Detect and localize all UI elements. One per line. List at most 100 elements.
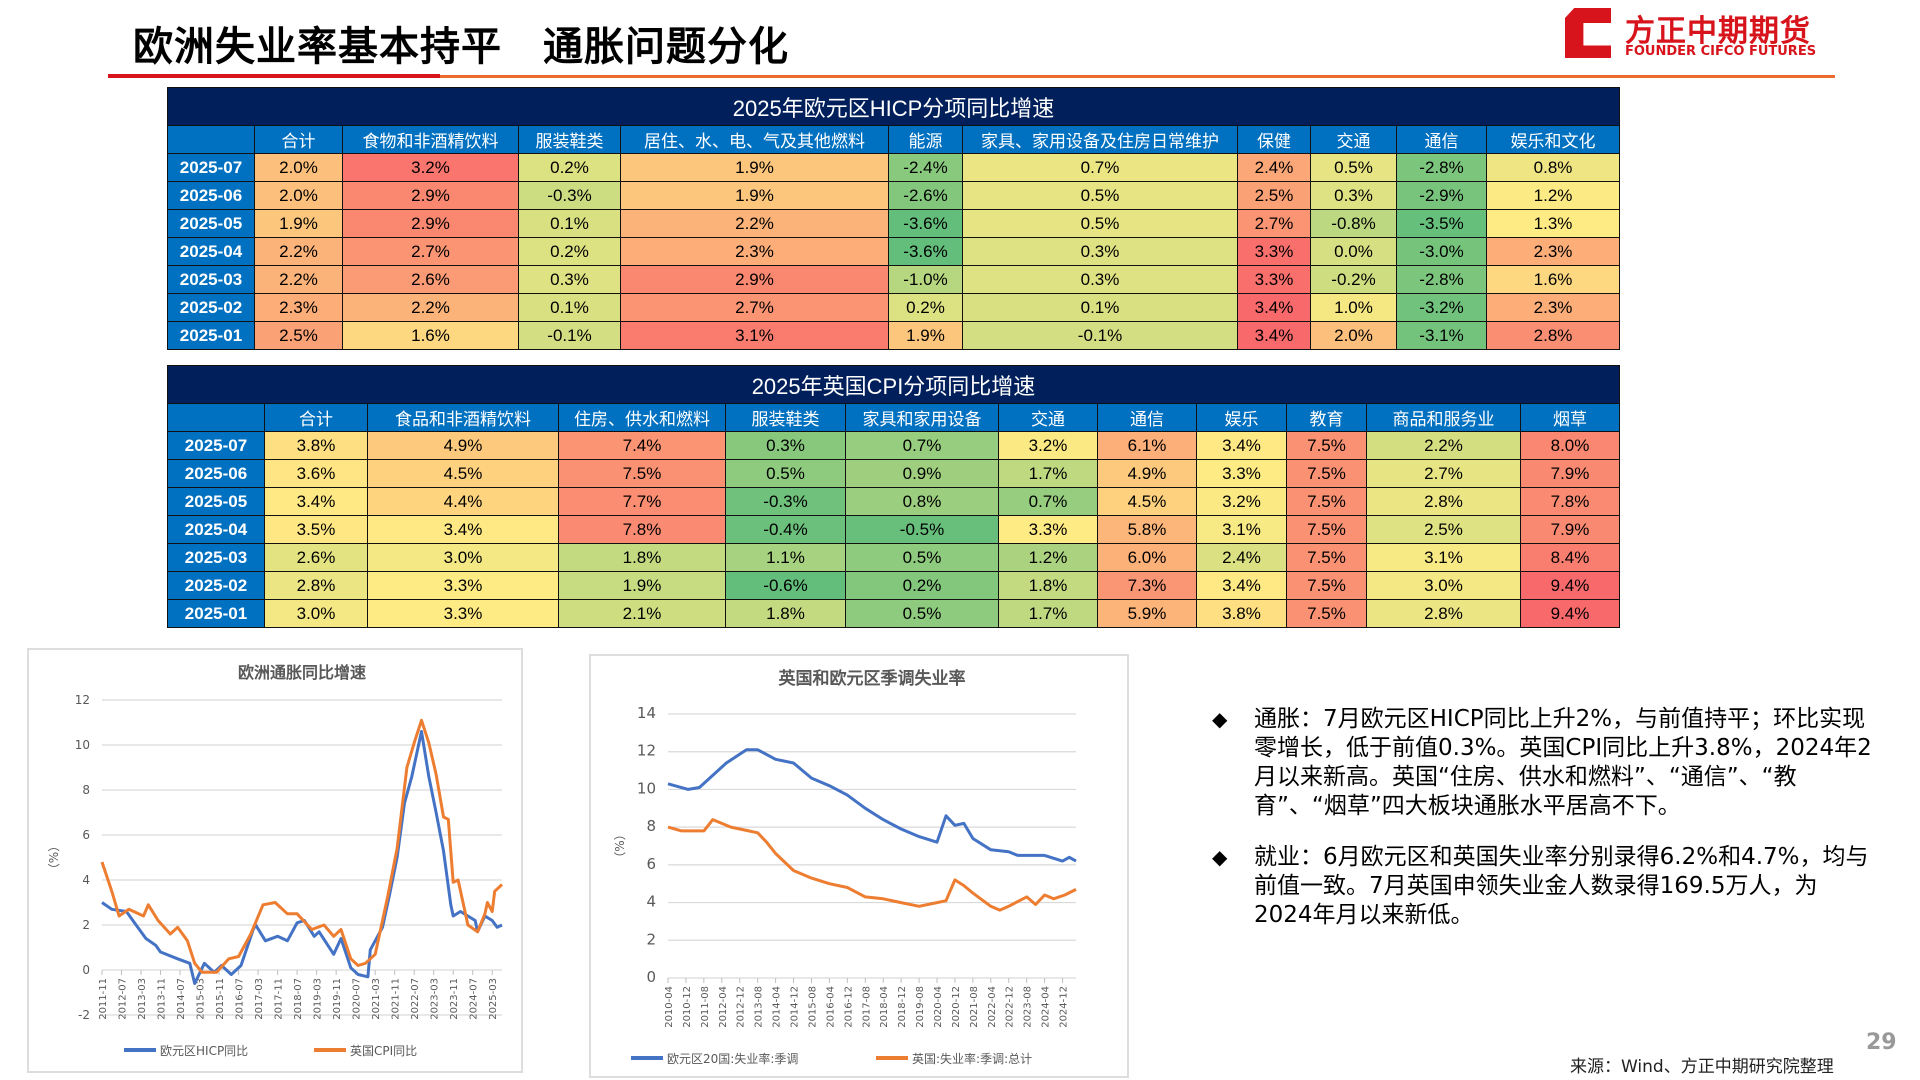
series-line — [100, 718, 504, 974]
table-cell: 1.6% — [342, 321, 519, 350]
table-cell: 2.3% — [620, 237, 889, 266]
table-cell: 0.1% — [518, 293, 621, 322]
table-cell: 7.9% — [1520, 459, 1620, 488]
table-cell: 4.9% — [1097, 459, 1197, 488]
table-cell: 1.9% — [620, 153, 889, 182]
table-cell: 2.4% — [1196, 543, 1287, 572]
table-cell: -0.8% — [1310, 209, 1397, 238]
table-cell: 2.1% — [558, 599, 726, 628]
table-cell: 2.8% — [1366, 487, 1521, 516]
table-row: 2025-05 1.9% 2.9% 0.1% 2.2% -3.6% 0.5% 2.7% -0.8… — [167, 209, 1621, 238]
row-label: 2025-01 — [167, 321, 255, 350]
table-cell: 7.5% — [558, 459, 726, 488]
table-cell: 2.6% — [342, 265, 519, 294]
column-header: 服装鞋类 — [725, 403, 846, 432]
x-tick-label: 2012-07 — [118, 978, 129, 1020]
table-cell: 3.3% — [367, 571, 559, 600]
column-header: 居住、水、电、气及其他燃料 — [620, 125, 889, 154]
chart-title: 英国和欧元区季调失业率 — [779, 668, 966, 689]
legend-label: 欧元区HICP同比 — [160, 1044, 248, 1058]
x-tick-label: 2016-04 — [825, 986, 836, 1028]
table-cell: 2.5% — [254, 321, 343, 350]
commentary-item-employment: ◆ 就业：6月欧元区和英国失业率分别录得6.2%和4.7%，均与前值一致。7月英国… — [1212, 843, 1872, 930]
row-label: 2025-07 — [167, 153, 255, 182]
table-row: 2025-06 3.6% 4.5% 7.5% 0.5% 0.9% 1.7% 4.9% 3.3% 7… — [167, 459, 1620, 488]
x-tick-label: 2024-04 — [1041, 986, 1052, 1028]
x-tick-label: 2018-07 — [293, 978, 304, 1020]
column-header: 交通 — [998, 403, 1098, 432]
table-cell: 8.0% — [1520, 431, 1620, 460]
diamond-bullet-icon: ◆ — [1212, 707, 1228, 731]
table-cell: 1.2% — [998, 543, 1098, 572]
y-axis-label: （%） — [47, 840, 61, 875]
column-header: 能源 — [888, 125, 963, 154]
table-cell: 0.5% — [725, 459, 846, 488]
x-tick-label: 2020-04 — [933, 986, 944, 1028]
x-tick-label: 2017-03 — [254, 978, 265, 1020]
x-tick-label: 2019-11 — [332, 978, 343, 1020]
table-cell: 5.8% — [1097, 515, 1197, 544]
column-header: 食物和非酒精饮料 — [342, 125, 519, 154]
x-tick-label: 2015-08 — [807, 986, 818, 1028]
table-cell: 7.5% — [1286, 515, 1367, 544]
table-cell: 3.4% — [1196, 431, 1287, 460]
x-tick-label: 2018-04 — [879, 986, 890, 1028]
y-tick-label: 4 — [82, 873, 90, 887]
table-cell: 2.8% — [1366, 599, 1521, 628]
table-cell: 2.5% — [1237, 181, 1311, 210]
legend-label: 欧元区20国:失业率:季调 — [667, 1051, 798, 1066]
x-tick-label: 2010-12 — [682, 986, 693, 1028]
y-tick-label: 8 — [82, 783, 90, 797]
row-label: 2025-02 — [167, 571, 265, 600]
series-line — [101, 730, 503, 985]
x-tick-label: 2015-03 — [196, 978, 207, 1020]
table-cell: 3.4% — [1196, 571, 1287, 600]
table-cell: 2.3% — [1485, 293, 1621, 322]
x-tick-label: 2016-07 — [235, 978, 246, 1020]
table-cell: -3.6% — [888, 209, 963, 238]
table-cell: 3.2% — [342, 153, 519, 182]
column-header: 保健 — [1237, 125, 1311, 154]
table-cell: 3.0% — [1366, 571, 1521, 600]
table-row: 2025-04 2.2% 2.7% 0.2% 2.3% -3.6% 0.3% 3.3% 0.0%… — [167, 237, 1621, 266]
x-tick-label: 2014-07 — [176, 978, 187, 1020]
table-cell: 2.9% — [342, 181, 519, 210]
logo-text-cn: 方正中期期货 — [1625, 14, 1811, 49]
table-cell: 2.4% — [1237, 153, 1311, 182]
row-label: 2025-05 — [167, 487, 265, 516]
table-cell: 1.7% — [998, 459, 1098, 488]
table-cell: 3.4% — [367, 515, 559, 544]
x-tick-label: 2014-04 — [772, 986, 783, 1028]
table-cell: 2.0% — [254, 181, 343, 210]
x-tick-label: 2017-11 — [274, 978, 285, 1020]
table-cell: 7.8% — [1520, 487, 1620, 516]
table-row: 2025-01 3.0% 3.3% 2.1% 1.8% 0.5% 1.7% 5.9% 3.8% 7… — [167, 599, 1620, 628]
y-tick-label: 0 — [82, 963, 90, 977]
x-tick-label: 2023-03 — [430, 978, 441, 1020]
table-title: 2025年英国CPI分项同比增速 — [167, 365, 1620, 404]
table-cell: 8.4% — [1520, 543, 1620, 572]
table-cell: -0.3% — [725, 487, 846, 516]
y-tick-label: 12 — [75, 693, 90, 707]
x-tick-label: 2016-12 — [843, 986, 854, 1028]
table-cell: 3.3% — [1237, 265, 1311, 294]
table-cell: 1.2% — [1485, 181, 1621, 210]
y-tick-label: 14 — [637, 704, 656, 722]
column-header: 家具、家用设备及住房日常维护 — [962, 125, 1238, 154]
table-cell: 1.3% — [1485, 209, 1621, 238]
table-cell: 7.8% — [558, 515, 726, 544]
table-cell: 7.3% — [1097, 571, 1197, 600]
table-cell: 7.5% — [1286, 599, 1367, 628]
table-cell: 1.9% — [888, 321, 963, 350]
source-note: 来源：Wind、方正中期研究院整理 — [1570, 1057, 1834, 1077]
table-cell: -2.6% — [888, 181, 963, 210]
table-row: 2025-01 2.5% 1.6% -0.1% 3.1% 1.9% -0.1% 3.4% 2.0… — [167, 321, 1621, 350]
table-cell: 0.3% — [962, 265, 1238, 294]
table-cell: 1.7% — [998, 599, 1098, 628]
column-header: 家具和家用设备 — [845, 403, 999, 432]
table-cell: 5.9% — [1097, 599, 1197, 628]
y-tick-label: 8 — [646, 817, 656, 835]
x-tick-label: 2025-03 — [488, 978, 499, 1020]
table-row: 2025-05 3.4% 4.4% 7.7% -0.3% 0.8% 0.7% 4.5% 3.2%… — [167, 487, 1620, 516]
page-title: 欧洲失业率基本持平 通胀问题分化 — [133, 24, 789, 70]
